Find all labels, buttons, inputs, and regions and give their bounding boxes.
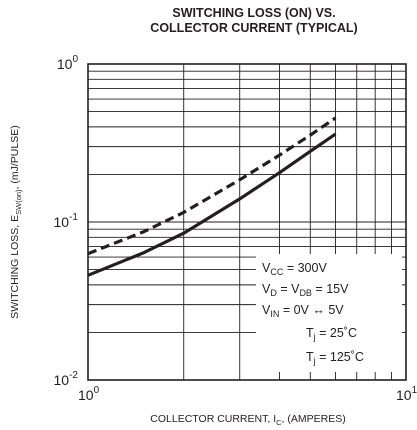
y-axis-label-subscript: SW(on): [14, 189, 23, 215]
legend-entry-value: = 25˚C: [316, 326, 357, 340]
x-tick-exponent: 1: [412, 385, 417, 396]
legend-condition-mid: = V: [277, 282, 300, 296]
x-tick-label: 101: [396, 385, 417, 403]
legend-background: [256, 254, 402, 372]
legend-condition-symbol: V: [262, 303, 271, 317]
legend-panel: [256, 254, 402, 372]
legend-condition-subscript: IN: [270, 309, 279, 319]
legend-condition-value: = 15V: [312, 282, 349, 296]
legend-condition-subscript: D: [270, 288, 277, 298]
legend-condition-symbol: V: [262, 261, 271, 275]
y-tick-label: 100: [57, 54, 79, 72]
x-tick-base: 10: [78, 387, 94, 403]
legend-condition-value: = 0V ↔ 5V: [279, 303, 344, 317]
x-tick-exponent: 0: [94, 385, 100, 396]
y-tick-exponent: -1: [69, 212, 78, 223]
legend-condition-subscript: CC: [270, 267, 283, 277]
legend-condition-subscript-2: DB: [299, 288, 312, 298]
y-tick-exponent: -2: [69, 370, 78, 381]
legend-condition-1: VCC = 300V: [262, 261, 327, 277]
y-axis-label-units: , (mJ/PULSE): [9, 125, 21, 189]
y-tick-label: 10-2: [54, 370, 79, 388]
legend-condition-symbol: V: [262, 282, 271, 296]
y-tick-base: 10: [57, 56, 73, 72]
legend-entry-subscript: j: [313, 332, 316, 342]
legend-condition-3: VIN = 0V ↔ 5V: [262, 303, 344, 319]
legend-entry-symbol: T: [306, 326, 314, 340]
y-tick-exponent: 0: [72, 54, 78, 65]
y-tick-base: 10: [54, 372, 70, 388]
legend-condition-2: VD = VDB = 15V: [262, 282, 349, 298]
y-axis-label-main: SWITCHING LOSS, E: [9, 215, 21, 319]
legend-entry-subscript: j: [313, 356, 316, 366]
legend-entry-1: Tj = 25˚C: [306, 326, 357, 342]
x-tick-label: 100: [78, 385, 100, 403]
chart-title-line-2: COLLECTOR CURRENT (TYPICAL): [150, 21, 357, 35]
legend-entry-value: = 125˚C: [316, 350, 364, 364]
x-axis-label-units: , (AMPERES): [282, 413, 346, 425]
x-tick-base: 10: [396, 387, 412, 403]
legend-entry-2: Tj = 125˚C: [306, 350, 364, 366]
text-layer: SWITCHING LOSS (ON) VS.COLLECTOR CURRENT…: [9, 6, 417, 427]
y-tick-label: 10-1: [54, 212, 79, 230]
legend-entry-symbol: T: [306, 350, 314, 364]
chart-title-line-1: SWITCHING LOSS (ON) VS.: [172, 6, 335, 20]
y-axis-label: SWITCHING LOSS, ESW(on), (mJ/PULSE): [9, 125, 23, 318]
series-line-2: [87, 116, 337, 256]
x-axis-label: COLLECTOR CURRENT, IC, (AMPERES): [150, 413, 345, 427]
x-axis-label-main: COLLECTOR CURRENT, I: [150, 413, 276, 425]
series-line-1: [87, 132, 337, 277]
legend-condition-value: = 300V: [283, 261, 327, 275]
y-tick-base: 10: [54, 214, 70, 230]
plot-frame: [87, 63, 407, 381]
x-axis-label-subscript: C: [276, 418, 282, 427]
